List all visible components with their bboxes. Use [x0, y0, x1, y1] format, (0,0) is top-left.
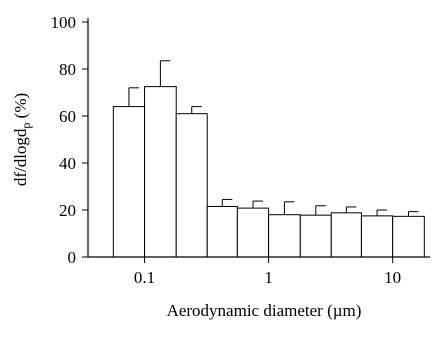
bar-4 — [206, 205, 238, 258]
bar-2 — [144, 86, 177, 258]
bar-1 — [112, 106, 146, 258]
bar-group-7 — [299, 205, 332, 258]
bar-3 — [175, 113, 208, 258]
bar-group-3 — [175, 106, 208, 258]
y-tick-label-80: 80 — [59, 60, 76, 79]
x-tick-label-10: 10 — [384, 268, 401, 287]
bar-group-10 — [392, 211, 425, 258]
y-tick-label-60: 60 — [59, 107, 76, 126]
x-tick-label-1: 1 — [264, 268, 273, 287]
x-tick-label-0.1: 0.1 — [134, 268, 155, 287]
bar-5 — [236, 207, 270, 258]
bar-6 — [268, 214, 301, 258]
bar-10 — [392, 215, 425, 258]
y-tick-label-40: 40 — [59, 154, 76, 173]
bar-7 — [299, 214, 332, 258]
bar-group-9 — [360, 209, 394, 258]
y-axis-title: df/dlogdp (%) — [11, 93, 33, 186]
y-tick-label-0: 0 — [68, 248, 77, 267]
y-axis-title-suffix: (%) — [11, 93, 30, 123]
bar-9 — [360, 215, 394, 258]
y-axis-title-main: df/dlogd — [11, 128, 30, 186]
x-axis-title: Aerodynamic diameter (µm) — [167, 301, 362, 320]
x-axis: 0.1 1 10 — [88, 256, 430, 287]
y-axis-title-subscript: p — [19, 123, 33, 129]
bar-group-5 — [236, 200, 270, 258]
bar-group-4 — [206, 198, 238, 258]
y-tick-label-20: 20 — [59, 201, 76, 220]
bar-group-6 — [268, 201, 301, 258]
bar-8 — [330, 212, 362, 258]
plot-area — [112, 60, 425, 258]
bar-group-2 — [144, 60, 177, 258]
bar-group-8 — [330, 206, 362, 258]
y-axis: 0 20 40 60 80 100 — [51, 13, 89, 267]
y-tick-label-100: 100 — [51, 13, 77, 32]
bar-group-1 — [112, 87, 146, 258]
